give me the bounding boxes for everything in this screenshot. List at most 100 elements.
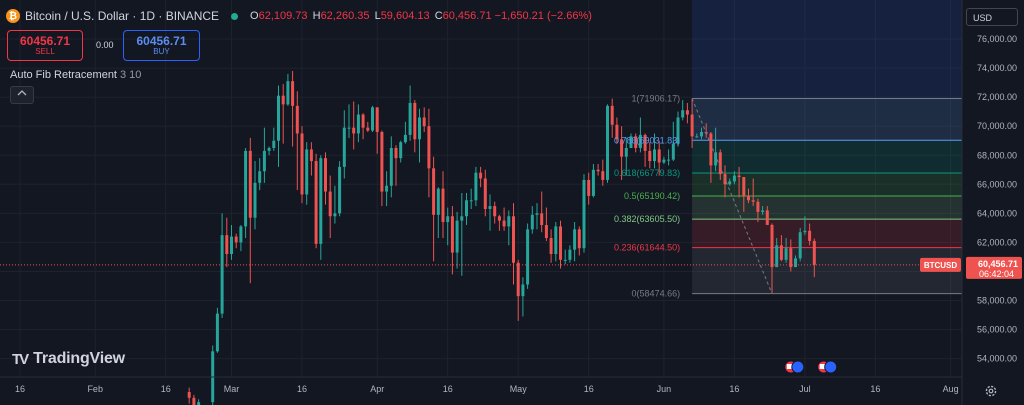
candle <box>620 126 624 180</box>
candle-body <box>606 105 609 180</box>
candle-body <box>573 229 577 250</box>
candle <box>559 220 562 269</box>
currency-selector[interactable]: USD <box>966 8 1018 26</box>
candle <box>808 223 812 246</box>
candle-body <box>690 114 694 137</box>
candle-body <box>728 181 732 185</box>
candle <box>789 239 793 272</box>
candle-body <box>685 110 689 115</box>
candle <box>676 111 680 147</box>
candle <box>695 133 699 138</box>
candle <box>775 238 779 268</box>
buy-label: BUY <box>153 46 170 56</box>
fib-zone-0.5 <box>692 172 962 197</box>
candle <box>568 245 572 263</box>
symbol-title[interactable]: Bitcoin / U.S. Dollar · 1D · BINANCE <box>25 9 220 23</box>
flag-stripe <box>819 364 828 369</box>
candle-body <box>258 171 262 183</box>
candle-body <box>718 152 722 175</box>
candle <box>723 165 727 198</box>
price-axis: 54,000.0056,000.0058,000.0060,000.0062,0… <box>920 0 1024 405</box>
sell-button[interactable]: 60456.71 SELL <box>7 30 83 61</box>
candle <box>314 153 318 249</box>
candle <box>187 387 191 404</box>
candle <box>747 188 750 204</box>
price-tick-label: 68,000.00 <box>977 150 1017 160</box>
low-label: L <box>374 10 381 22</box>
candle <box>690 98 694 148</box>
buy-button[interactable]: 60456.71 BUY <box>123 30 200 61</box>
candle-body <box>615 124 619 140</box>
candle <box>277 85 280 167</box>
candle-body <box>272 140 276 148</box>
spread-value: 0.00 <box>96 40 114 50</box>
candle-body <box>333 213 337 217</box>
time-tick-label: Aug <box>943 384 959 394</box>
candle <box>756 198 760 223</box>
overlay: 1(71906.17) 0.786(69031.83) 0.618(66779.83… <box>0 94 962 374</box>
collapse-legend-button[interactable] <box>10 86 34 104</box>
candle-body <box>695 136 699 138</box>
candle <box>714 127 718 172</box>
candle <box>615 117 619 144</box>
candle-body <box>389 147 393 186</box>
candle <box>460 193 464 276</box>
candle-body <box>215 313 219 352</box>
candle <box>262 127 266 183</box>
candle <box>427 108 431 198</box>
candle <box>352 101 356 150</box>
time-tick-label: Jun <box>657 384 672 394</box>
candle <box>281 84 285 144</box>
candle <box>455 211 459 269</box>
time-tick-label: 16 <box>870 384 880 394</box>
gear-icon[interactable] <box>984 384 998 398</box>
price-tick-label: 74,000.00 <box>977 63 1017 73</box>
candle <box>253 161 257 230</box>
event-marker[interactable] <box>817 360 838 374</box>
candle <box>535 203 539 230</box>
time-tick-label: 16 <box>443 384 453 394</box>
price-tick-label: 62,000.00 <box>977 237 1017 247</box>
candle-body <box>469 200 473 202</box>
candle-body <box>808 230 812 241</box>
fib-label-0: 0(58474.66) <box>632 289 681 299</box>
candle <box>432 156 436 262</box>
candle <box>244 147 248 239</box>
last-price-tag <box>966 256 1022 279</box>
candle-body <box>239 226 243 243</box>
candle <box>530 206 534 234</box>
candle <box>803 216 807 236</box>
candle-body <box>563 259 567 261</box>
candle-body <box>620 139 624 157</box>
indicator-legend[interactable]: Auto Fib Retracement 3 10 <box>10 69 141 81</box>
candle-body <box>267 147 271 151</box>
candle-body <box>319 158 323 244</box>
flag-icon <box>791 360 805 374</box>
tradingview-mark-icon: TV <box>12 350 29 368</box>
candle <box>554 222 558 262</box>
fib-trend-line <box>691 98 773 294</box>
candle-body <box>450 216 454 253</box>
candle <box>582 174 586 253</box>
candle <box>469 188 473 209</box>
candle-body <box>197 402 201 405</box>
candle-body <box>530 214 534 230</box>
candle-body <box>554 226 558 255</box>
candle-body <box>676 117 680 144</box>
candle <box>497 214 501 231</box>
candle <box>648 142 652 169</box>
open-label: O <box>250 10 259 22</box>
candle <box>742 177 746 212</box>
candle-body <box>488 206 492 209</box>
candle <box>516 259 520 321</box>
candle <box>629 133 633 148</box>
candle <box>436 187 440 239</box>
candle <box>258 158 262 191</box>
candle-body <box>643 134 647 151</box>
event-marker[interactable] <box>784 360 805 374</box>
fib-label-1: 1(71906.17) <box>632 94 681 104</box>
candle <box>192 394 196 405</box>
candle-body <box>413 102 417 140</box>
candle-body <box>300 133 304 195</box>
